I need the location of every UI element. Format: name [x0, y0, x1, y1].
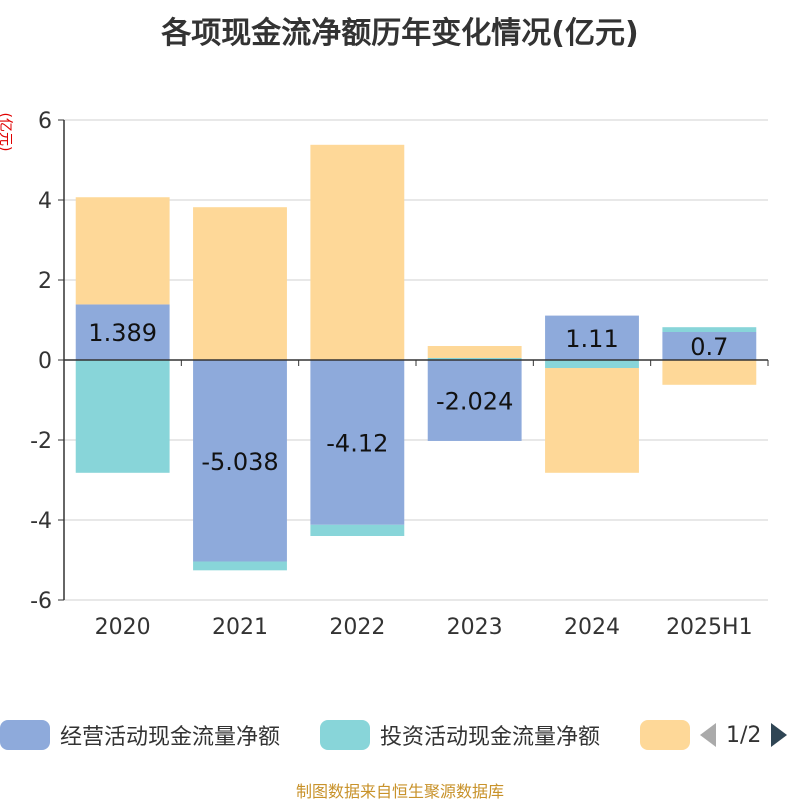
bar-series0-2024[interactable]: [545, 315, 639, 360]
data-label-layer: 1.389 -5.038 -4.12 -2.024 1.11 0.7: [88, 319, 728, 476]
bar-series1-2025H1[interactable]: [662, 327, 757, 332]
bar-series2-2022[interactable]: [310, 144, 405, 360]
data-label-2021: -5.038: [201, 448, 278, 476]
bar-series2-2025H1[interactable]: [662, 360, 757, 385]
chart-title: 各项现金流净额历年变化情况(亿元): [161, 16, 639, 51]
bar-series0-2025H1[interactable]: [662, 332, 757, 360]
x-tick-label-2020: 2020: [95, 615, 151, 640]
triangle-left-icon[interactable]: [698, 721, 718, 749]
x-tick-label-2025H1: 2025H1: [666, 615, 753, 640]
x-tick-label-2021: 2021: [212, 615, 268, 640]
y-tick-label: 0: [38, 349, 52, 374]
y-tick-label: -6: [30, 589, 52, 614]
legend-pager: 1/2: [698, 718, 789, 752]
stacked-bar-chart: -6 -4 -2 0 2 4 6 2020 2021 2022 2023 2024 2025H1 1.3…: [30, 109, 769, 640]
bar-series0-2022[interactable]: [310, 360, 405, 525]
bar-series1-2021[interactable]: [193, 561, 287, 571]
bar-series2-2020[interactable]: [75, 197, 170, 305]
legend-page-indicator: 1/2: [726, 722, 762, 748]
y-tick-label: -2: [30, 429, 52, 454]
legend-swatch-investing: [320, 720, 370, 750]
data-label-2024: 1.11: [565, 325, 618, 353]
legend-swatch-operating: [0, 720, 50, 750]
bar-series2-2023[interactable]: [427, 346, 522, 358]
source-note: 制图数据来自恒生聚源数据库: [295, 782, 504, 801]
axis-layer: -6 -4 -2 0 2 4 6 2020 2021 2022 2023 2024 2025H1: [30, 109, 769, 640]
y-tick-label: 4: [38, 189, 52, 214]
legend-item-financing-cashflow[interactable]: [640, 718, 690, 752]
bar-layer: [75, 144, 757, 571]
triangle-right-icon[interactable]: [769, 721, 789, 749]
legend-label-operating: 经营活动现金流量净额: [60, 725, 281, 750]
bar-series2-2021[interactable]: [193, 207, 287, 360]
legend-label-investing: 投资活动现金流量净额: [380, 725, 601, 750]
bar-series0-2023[interactable]: [427, 360, 522, 441]
bar-series1-2022[interactable]: [310, 524, 405, 536]
data-label-2022: -4.12: [326, 429, 388, 457]
legend-item-operating-cashflow[interactable]: 经营活动现金流量净额: [0, 718, 280, 752]
bar-series2-2024[interactable]: [545, 368, 639, 473]
legend: 经营活动现金流量净额 投资活动现金流量净额: [0, 718, 800, 752]
bar-series1-2020[interactable]: [75, 360, 170, 473]
bar-series1-2024[interactable]: [545, 360, 639, 368]
y-tick-label: 6: [38, 109, 52, 134]
x-tick-label-2024: 2024: [564, 615, 620, 640]
y-tick-label: 2: [38, 269, 52, 294]
y-tick-label: -4: [30, 509, 52, 534]
x-tick-label-2022: 2022: [329, 615, 385, 640]
bar-series0-2020[interactable]: [75, 304, 170, 360]
data-label-2023: -2.024: [436, 387, 513, 415]
data-label-2025H1: 0.7: [690, 333, 728, 361]
x-tick-label-2023: 2023: [447, 615, 503, 640]
legend-item-investing-cashflow[interactable]: 投资活动现金流量净额: [320, 718, 600, 752]
bar-series1-2023[interactable]: [427, 358, 522, 360]
bar-series0-2021[interactable]: [193, 360, 287, 562]
data-label-2020: 1.389: [88, 319, 157, 347]
legend-swatch-third-series: [640, 720, 690, 750]
